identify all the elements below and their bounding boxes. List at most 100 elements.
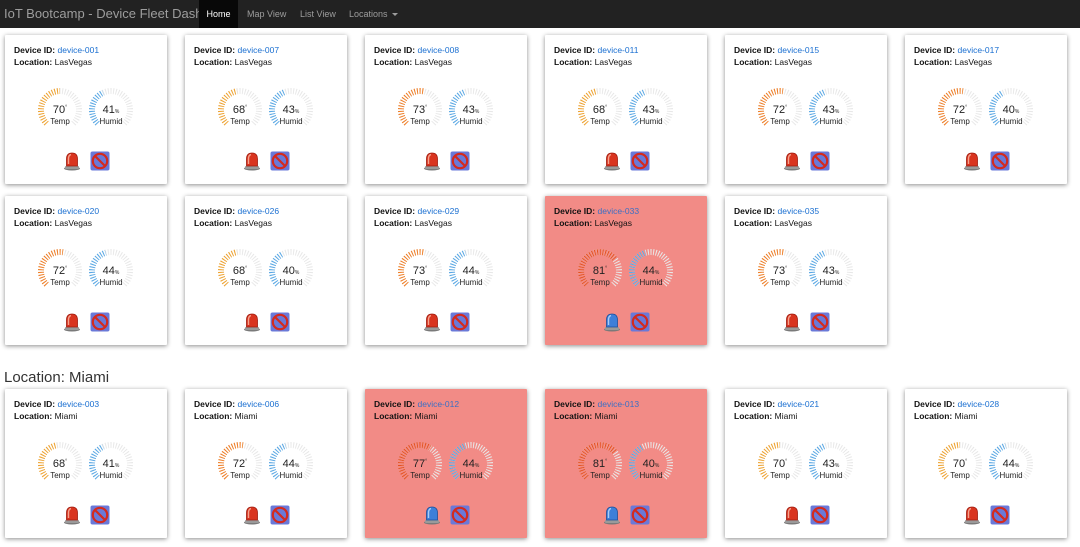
red-alarm-icon[interactable] [422, 312, 442, 332]
blocked-icon[interactable] [90, 505, 110, 525]
red-alarm-icon[interactable] [782, 312, 802, 332]
device-card[interactable]: Device ID: device-029 Location: LasVegas… [365, 196, 527, 345]
device-card[interactable]: Device ID: device-028 Location: Miami 70… [905, 389, 1067, 538]
device-id-link[interactable]: device-007 [237, 45, 280, 55]
device-card[interactable]: Device ID: device-011 Location: LasVegas… [545, 35, 707, 184]
red-alarm-icon[interactable] [62, 151, 82, 171]
device-card[interactable]: Device ID: device-013 Location: Miami 81… [545, 389, 707, 538]
device-id-link[interactable]: device-015 [777, 45, 820, 55]
location-line: Location: LasVegas [194, 57, 272, 67]
location-line: Location: Miami [554, 411, 618, 421]
gauge-track [989, 442, 1033, 480]
blue-alarm-icon[interactable] [602, 505, 622, 525]
blue-alarm-icon[interactable] [602, 312, 622, 332]
device-id-link[interactable]: device-028 [957, 399, 1000, 409]
device-card[interactable]: Device ID: device-003 Location: Miami 68… [5, 389, 167, 538]
device-id-link[interactable]: device-035 [777, 206, 820, 216]
device-id-line: Device ID: device-033 [554, 206, 640, 216]
location-line: Location: LasVegas [914, 57, 992, 67]
device-id-link[interactable]: device-020 [57, 206, 100, 216]
blocked-icon[interactable] [450, 151, 470, 171]
device-id-link[interactable]: device-033 [597, 206, 640, 216]
device-id-link[interactable]: device-029 [417, 206, 460, 216]
humid-value: 44% [102, 265, 120, 277]
humid-value: 44% [1002, 458, 1020, 470]
device-id-link[interactable]: device-003 [57, 399, 100, 409]
device-id-link[interactable]: device-001 [57, 45, 100, 55]
device-card[interactable]: Device ID: device-026 Location: LasVegas… [185, 196, 347, 345]
red-alarm-icon[interactable] [242, 505, 262, 525]
device-card[interactable]: Device ID: device-008 Location: LasVegas… [365, 35, 527, 184]
app-title[interactable]: IoT Bootcamp - Device Fleet Dashboard [4, 6, 236, 21]
red-alarm-icon[interactable] [62, 505, 82, 525]
nav-home[interactable]: Home [199, 0, 238, 28]
device-card[interactable]: Device ID: device-020 Location: LasVegas… [5, 196, 167, 345]
device-card[interactable]: Device ID: device-035 Location: LasVegas… [725, 196, 887, 345]
blocked-icon[interactable] [270, 312, 290, 332]
red-alarm-icon[interactable] [242, 151, 262, 171]
device-id-link[interactable]: device-006 [237, 399, 280, 409]
humid-value: 44% [282, 458, 300, 470]
temp-label: Temp [770, 117, 790, 126]
humid-label: Humid [99, 471, 123, 480]
device-card[interactable]: Device ID: device-021 Location: Miami 70… [725, 389, 887, 538]
device-id-link[interactable]: device-012 [417, 399, 460, 409]
blocked-icon[interactable] [810, 151, 830, 171]
humidity-gauge: 40% Humid [626, 439, 676, 489]
nav-list-view[interactable]: List View [300, 9, 336, 19]
gauge-track [938, 442, 982, 480]
device-card[interactable]: Device ID: device-012 Location: Miami 77… [365, 389, 527, 538]
blue-alarm-icon[interactable] [422, 505, 442, 525]
red-alarm-icon[interactable] [962, 505, 982, 525]
blocked-icon[interactable] [810, 505, 830, 525]
humid-label: Humid [819, 117, 843, 126]
device-card[interactable]: Device ID: device-015 Location: LasVegas… [725, 35, 887, 184]
blocked-icon[interactable] [810, 312, 830, 332]
temperature-gauge: 70° Temp [935, 439, 985, 489]
blocked-icon[interactable] [90, 312, 110, 332]
blocked-icon[interactable] [270, 151, 290, 171]
red-alarm-icon[interactable] [602, 151, 622, 171]
blocked-icon[interactable] [630, 505, 650, 525]
blocked-icon[interactable] [270, 505, 290, 525]
device-id-link[interactable]: device-008 [417, 45, 460, 55]
nav-locations-dropdown[interactable]: Locations [349, 0, 398, 28]
nav-map-view[interactable]: Map View [247, 9, 287, 19]
location-line: Location: LasVegas [374, 57, 452, 67]
nav-locations-label: Locations [349, 9, 388, 19]
device-card[interactable]: Device ID: device-033 Location: LasVegas… [545, 196, 707, 345]
humidity-gauge: 44% Humid [446, 439, 496, 489]
red-alarm-icon[interactable] [782, 151, 802, 171]
blocked-icon[interactable] [450, 505, 470, 525]
device-id-link[interactable]: device-017 [957, 45, 1000, 55]
location-value: Miami [54, 411, 78, 421]
device-id-link[interactable]: device-011 [597, 45, 639, 55]
gauge-track [218, 249, 262, 287]
blocked-icon[interactable] [450, 312, 470, 332]
gauge-fill [578, 442, 617, 480]
red-alarm-icon[interactable] [962, 151, 982, 171]
device-id-link[interactable]: device-021 [777, 399, 820, 409]
device-id-link[interactable]: device-013 [597, 399, 640, 409]
blocked-icon[interactable] [990, 151, 1010, 171]
blocked-icon[interactable] [990, 505, 1010, 525]
device-id-line: Device ID: device-001 [14, 45, 100, 55]
device-id-link[interactable]: device-026 [237, 206, 280, 216]
gauge-fill [398, 249, 426, 287]
device-card[interactable]: Device ID: device-007 Location: LasVegas… [185, 35, 347, 184]
blocked-icon[interactable] [90, 151, 110, 171]
device-card[interactable]: Device ID: device-017 Location: LasVegas… [905, 35, 1067, 184]
humid-label: Humid [459, 278, 483, 287]
device-card[interactable]: Device ID: device-001 Location: LasVegas… [5, 35, 167, 184]
red-alarm-icon[interactable] [422, 151, 442, 171]
humid-label: Humid [819, 471, 843, 480]
device-card[interactable]: Device ID: device-006 Location: Miami 72… [185, 389, 347, 538]
temp-label: Temp [50, 117, 70, 126]
blocked-icon[interactable] [630, 312, 650, 332]
red-alarm-icon[interactable] [782, 505, 802, 525]
blocked-icon[interactable] [630, 151, 650, 171]
temp-label: Temp [770, 278, 790, 287]
temp-label: Temp [410, 117, 430, 126]
red-alarm-icon[interactable] [62, 312, 82, 332]
red-alarm-icon[interactable] [242, 312, 262, 332]
